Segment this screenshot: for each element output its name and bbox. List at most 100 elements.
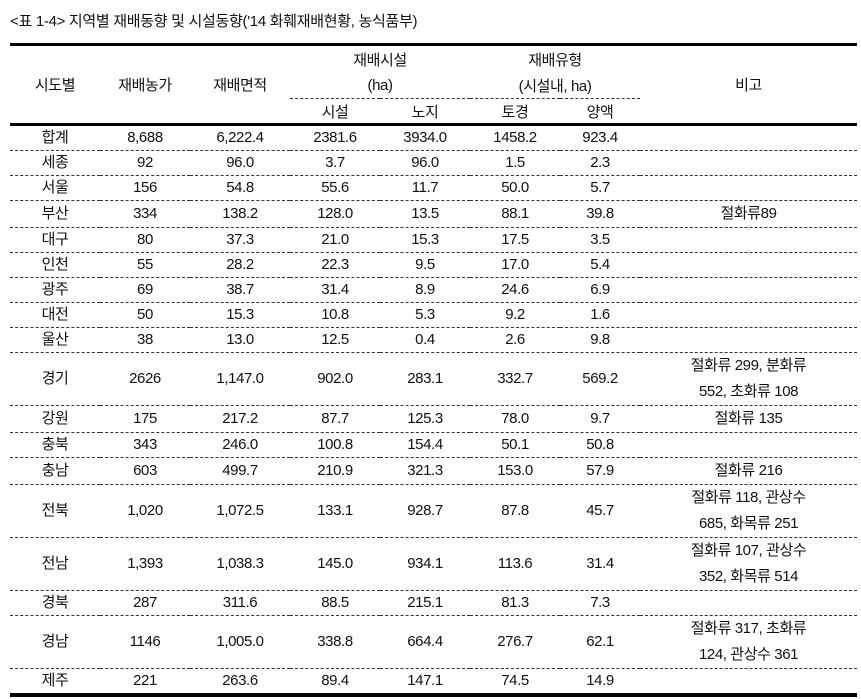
cell-hydroponic: 569.2 — [582, 370, 618, 387]
cell-farms: 1146 — [129, 633, 161, 650]
cell-region: 제주 — [41, 672, 69, 689]
header-farms: 재배농가 — [118, 77, 172, 94]
cell-soil: 2.6 — [505, 331, 525, 348]
table-row: 충남 603 499.7 210.9 321.3 153.0 57.9 절화류 216 — [10, 457, 858, 485]
cell-soil: 17.5 — [501, 231, 529, 248]
cell-farms: 175 — [133, 410, 157, 427]
header-facility: 시설 — [290, 98, 380, 125]
header-region: 시도별 — [34, 77, 76, 94]
cell-hydroponic: 57.9 — [586, 462, 614, 479]
cell-region: 대전 — [41, 306, 69, 323]
note-line: 절화류89 — [720, 205, 777, 222]
cell-facility: 133.1 — [317, 502, 353, 519]
cell-area: 1,005.0 — [216, 633, 264, 650]
cell-farms: 156 — [133, 179, 157, 196]
cell-soil: 24.6 — [501, 281, 529, 298]
cell-hydroponic: 2.3 — [590, 154, 610, 171]
note-line: 절화류 135 — [714, 410, 783, 427]
cell-facility: 88.5 — [321, 594, 349, 611]
cell-soil: 276.7 — [497, 633, 533, 650]
table-row: 경기 2626 1,147.0 902.0 283.1 332.7 569.2 절화류 299… — [10, 352, 858, 406]
cell-note: 절화류89 — [640, 201, 857, 228]
cell-note: 절화류 317, 초화류 124, 관상수 361 — [640, 616, 857, 669]
table-row: 강원 175 217.2 87.7 125.3 78.0 9.7 절화류 135 — [10, 405, 858, 433]
cell-hydroponic: 7.3 — [590, 594, 610, 611]
cell-area: 37.3 — [226, 231, 254, 248]
cell-area: 1,147.0 — [216, 370, 264, 387]
cell-open-field: 0.4 — [415, 331, 435, 348]
cell-soil: 332.7 — [497, 370, 533, 387]
cell-open-field: 154.4 — [407, 436, 443, 453]
cell-farms: 92 — [137, 154, 153, 171]
cell-region: 합계 — [41, 129, 69, 146]
note-line: 절화류 107, 관상수 — [690, 542, 807, 559]
header-type-unit: (시설내, ha) — [518, 77, 592, 95]
note-line: 절화류 299, 분화류 — [690, 357, 807, 374]
cell-note — [640, 151, 857, 176]
cell-region: 경기 — [41, 370, 69, 387]
cell-facility: 128.0 — [317, 205, 353, 222]
cell-farms: 2626 — [129, 370, 161, 387]
cell-hydroponic: 6.9 — [590, 281, 610, 298]
cell-farms: 603 — [133, 462, 157, 479]
cell-soil: 1.5 — [505, 154, 525, 171]
header-facility-unit: (ha) — [367, 76, 393, 94]
cell-facility: 3.7 — [325, 154, 345, 171]
cell-note — [640, 228, 857, 253]
cell-open-field: 664.4 — [407, 633, 443, 650]
cell-hydroponic: 39.8 — [586, 205, 614, 222]
cell-soil: 88.1 — [501, 205, 529, 222]
cell-facility: 55.6 — [321, 179, 349, 196]
cell-area: 263.6 — [222, 672, 258, 689]
table-body: 합계 8,688 6,222.4 2381.6 3934.0 1458.2 923.4 세종 9… — [10, 125, 858, 696]
header-type-group: 재배유형 — [528, 51, 582, 69]
header-soil: 토경 — [470, 98, 561, 125]
cell-hydroponic: 5.7 — [590, 179, 610, 196]
cell-note: 절화류 216 — [640, 458, 857, 485]
cell-area: 138.2 — [222, 205, 258, 222]
cell-soil: 153.0 — [497, 462, 533, 479]
cell-note — [640, 669, 857, 696]
table-row: 전북 1,020 1,072.5 133.1 928.7 87.8 45.7 절화류 118,… — [10, 484, 858, 538]
cell-region: 광주 — [41, 281, 69, 298]
cell-hydroponic: 31.4 — [586, 555, 614, 572]
cell-region: 대구 — [41, 231, 69, 248]
header-hydroponic: 양액 — [560, 98, 641, 125]
cell-open-field: 9.5 — [415, 256, 435, 273]
cell-farms: 38 — [137, 331, 153, 348]
cell-hydroponic: 9.8 — [590, 331, 610, 348]
cell-note — [640, 591, 857, 616]
cell-note — [640, 328, 857, 353]
cell-facility: 100.8 — [317, 436, 353, 453]
cell-area: 6,222.4 — [216, 129, 264, 146]
cell-open-field: 125.3 — [407, 410, 443, 427]
header-note: 비고 — [735, 77, 762, 94]
cell-area: 217.2 — [222, 410, 258, 427]
cell-open-field: 934.1 — [407, 555, 443, 572]
cell-note — [640, 433, 857, 458]
cell-hydroponic: 50.8 — [586, 436, 614, 453]
table-row: 경북 287 311.6 88.5 215.1 81.3 7.3 — [10, 590, 858, 616]
cell-soil: 81.3 — [501, 594, 529, 611]
cell-note — [640, 253, 857, 278]
table-row: 인천 55 28.2 22.3 9.5 17.0 5.4 — [10, 252, 858, 278]
cell-soil: 17.0 — [501, 256, 529, 273]
cell-farms: 8,688 — [127, 129, 163, 146]
note-line: 124, 관상수 361 — [698, 646, 799, 663]
cell-hydroponic: 62.1 — [586, 633, 614, 650]
cell-facility: 902.0 — [317, 370, 353, 387]
cell-open-field: 96.0 — [411, 154, 439, 171]
cell-facility: 31.4 — [321, 281, 349, 298]
cell-facility: 145.0 — [317, 555, 353, 572]
cell-region: 강원 — [41, 410, 69, 427]
cell-area: 311.6 — [222, 594, 258, 611]
cell-area: 38.7 — [226, 281, 254, 298]
cell-open-field: 5.3 — [415, 306, 435, 323]
header-open-field: 노지 — [380, 98, 471, 125]
table-row: 광주 69 38.7 31.4 8.9 24.6 6.9 — [10, 277, 858, 303]
cell-region: 울산 — [41, 331, 69, 348]
cell-area: 246.0 — [222, 436, 258, 453]
cell-region: 충남 — [41, 462, 69, 479]
cell-area: 1,072.5 — [216, 502, 264, 519]
cell-soil: 78.0 — [501, 410, 529, 427]
